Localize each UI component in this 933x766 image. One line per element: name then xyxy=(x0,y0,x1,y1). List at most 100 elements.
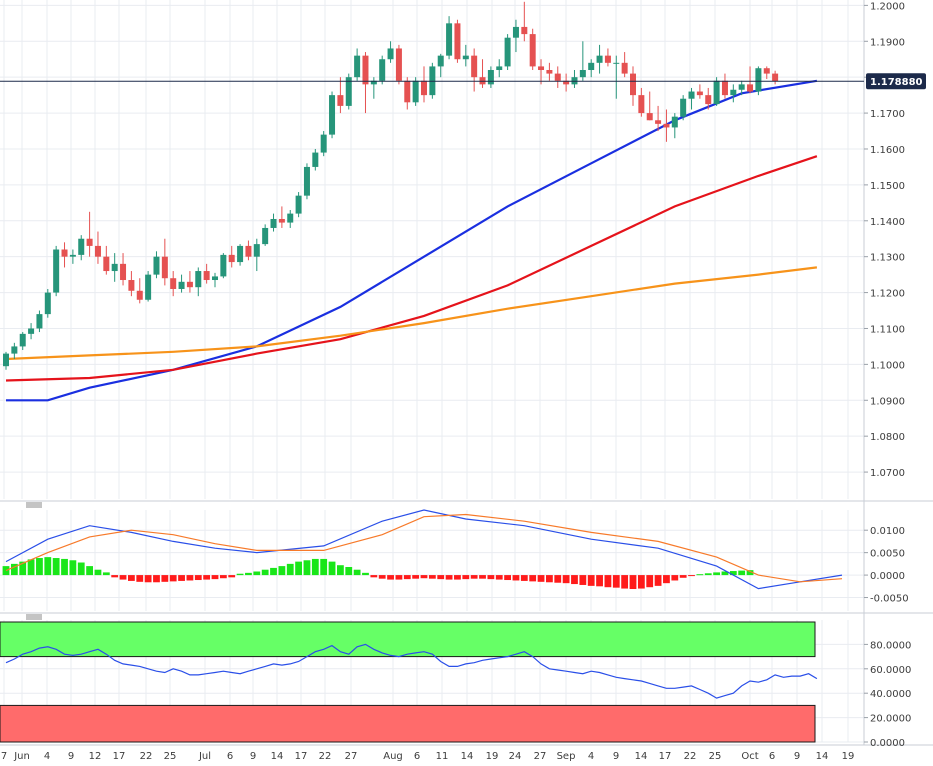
candle xyxy=(120,253,127,286)
candle xyxy=(496,59,503,78)
x-tick-label: 9 xyxy=(613,751,619,762)
macd-histogram-bar xyxy=(579,575,587,585)
last-price-badge xyxy=(866,73,926,90)
candle-body xyxy=(329,95,336,135)
candle xyxy=(212,272,218,288)
macd-histogram-bar xyxy=(746,570,754,576)
candle-body xyxy=(69,254,76,257)
price-tick-label: 1.2000 xyxy=(870,1,905,12)
macd-histogram-bar xyxy=(395,575,403,580)
macd-histogram-bar xyxy=(111,575,119,578)
price-panel xyxy=(0,1,864,402)
candle-body xyxy=(529,34,536,67)
x-tick-label: 6 xyxy=(769,751,775,762)
macd-histogram-bar xyxy=(19,561,27,576)
candle xyxy=(696,84,703,99)
macd-histogram-bar xyxy=(128,575,135,581)
candle-body xyxy=(713,80,720,105)
candle-body xyxy=(404,80,411,103)
candle xyxy=(270,213,277,232)
macd-histogram-bar xyxy=(663,575,670,584)
x-tick-label: 17 xyxy=(295,751,308,762)
moving-average-line xyxy=(5,266,818,361)
macd-histogram-bar xyxy=(194,575,202,581)
macd-histogram-bar xyxy=(713,572,720,576)
candle xyxy=(421,66,427,103)
macd-histogram-bar xyxy=(420,575,428,579)
candle-body xyxy=(120,263,127,281)
candle-body xyxy=(312,152,319,167)
x-tick-label: Sep xyxy=(557,751,576,762)
price-tick-label: 1.1700 xyxy=(870,109,905,120)
candle-body xyxy=(554,73,561,81)
candle xyxy=(688,87,695,110)
candle-body xyxy=(36,314,43,329)
candle xyxy=(663,109,670,142)
candle xyxy=(370,77,377,99)
candle-body xyxy=(136,290,143,300)
x-tick-label: 14 xyxy=(816,751,829,762)
candle xyxy=(571,70,578,88)
panel-resize-handles[interactable] xyxy=(26,502,42,620)
candle-body xyxy=(3,353,9,367)
macd-histogram-bar xyxy=(370,575,378,578)
candle-body xyxy=(128,280,135,291)
candle xyxy=(521,1,528,42)
candle xyxy=(136,278,143,304)
panel-resize-handle[interactable] xyxy=(26,502,42,508)
candle xyxy=(437,53,444,78)
candle-body xyxy=(462,55,469,60)
macd-histogram-bar xyxy=(487,575,495,580)
candle xyxy=(446,16,453,60)
price-tick-label: 1.1600 xyxy=(870,145,905,156)
candle xyxy=(354,48,361,81)
candle-body xyxy=(195,271,202,288)
macd-histogram-bar xyxy=(52,558,60,576)
macd-histogram-bar xyxy=(445,575,453,580)
price-tick-label: 1.1400 xyxy=(870,217,905,228)
macd-histogram-bar xyxy=(295,561,302,576)
candle-body xyxy=(178,281,185,289)
candle-body xyxy=(512,26,519,38)
x-tick-label: 22 xyxy=(140,751,153,762)
macd-histogram-bar xyxy=(637,575,645,589)
macd-histogram-bar xyxy=(236,573,244,576)
macd-histogram-bar xyxy=(311,558,319,576)
macd-histogram-bar xyxy=(153,575,160,583)
candle-body xyxy=(437,55,444,67)
x-tick-label: 25 xyxy=(709,751,722,762)
x-tick-label: 12 xyxy=(89,751,102,762)
macd-histogram-bar xyxy=(278,566,286,576)
x-tick-label: 6 xyxy=(414,751,420,762)
candle xyxy=(404,77,411,110)
macd-histogram-bar xyxy=(696,574,704,576)
macd-histogram-bar xyxy=(77,562,85,576)
candle xyxy=(170,271,177,297)
macd-histogram-bar xyxy=(270,567,277,576)
candle xyxy=(763,66,770,79)
macd-histogram-bar xyxy=(504,575,511,581)
candle-body xyxy=(345,77,352,106)
macd-histogram-bar xyxy=(537,575,545,582)
candle-body xyxy=(471,55,478,78)
macd-line xyxy=(5,513,843,583)
candle xyxy=(337,77,344,114)
candle-body xyxy=(638,95,645,114)
x-tick-label: 24 xyxy=(509,751,522,762)
macd-histogram-bar xyxy=(186,575,194,581)
candle-body xyxy=(53,249,60,293)
x-tick-label: 22 xyxy=(319,751,332,762)
candle-body xyxy=(621,62,628,74)
candle xyxy=(178,274,185,293)
macd-histogram-bar xyxy=(345,567,353,576)
candle-body xyxy=(270,218,277,228)
candle xyxy=(563,73,570,92)
macd-histogram-bar xyxy=(228,575,236,578)
panel-resize-handle[interactable] xyxy=(26,614,42,620)
candle xyxy=(721,73,728,99)
candle xyxy=(287,210,294,228)
candle xyxy=(462,44,469,67)
candle xyxy=(705,87,712,110)
candle-body xyxy=(604,55,611,63)
